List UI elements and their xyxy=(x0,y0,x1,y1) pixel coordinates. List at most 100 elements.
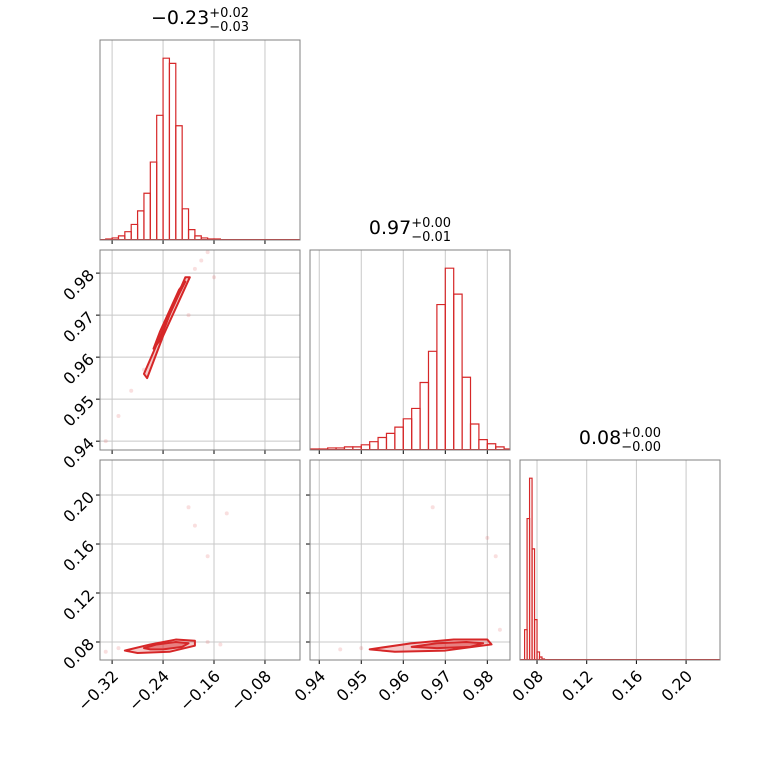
sample-point xyxy=(192,523,197,528)
sample-point xyxy=(192,266,197,271)
hist-bin xyxy=(156,114,164,240)
sample-point xyxy=(338,647,343,652)
panel xyxy=(100,40,300,240)
x-tick-label: 0.98 xyxy=(459,667,498,706)
hist-bin xyxy=(162,57,171,240)
title-plus: +0.00 xyxy=(621,426,661,441)
sample-point xyxy=(103,649,108,654)
x-tick-label: 0.20 xyxy=(657,667,696,706)
title-plus: +0.02 xyxy=(209,6,249,21)
panel xyxy=(310,250,510,450)
hist-bin xyxy=(536,651,541,660)
contour xyxy=(410,640,485,650)
panel-frame xyxy=(309,249,511,451)
contour xyxy=(142,276,191,380)
hist-bin xyxy=(444,267,455,450)
x-tick-label: 0.96 xyxy=(375,667,414,706)
sample-point xyxy=(205,250,210,255)
hist-bin xyxy=(136,210,145,240)
hist-bin xyxy=(168,62,177,240)
panel-frame xyxy=(99,249,301,451)
title-minus: −0.00 xyxy=(621,440,661,455)
y-tick-label: 0.12 xyxy=(59,586,98,625)
panel xyxy=(310,460,510,660)
hist-bin xyxy=(453,293,463,450)
hist-bin xyxy=(541,658,546,660)
sample-point xyxy=(485,535,490,540)
sample-point xyxy=(186,505,191,510)
sample-point xyxy=(430,505,435,510)
x-tick-label: 0.08 xyxy=(508,667,547,706)
title-value: 0.08 xyxy=(579,427,621,449)
panel-frame xyxy=(99,459,301,661)
x-tick-label: −0.08 xyxy=(227,667,275,715)
hist-bin xyxy=(149,161,158,240)
hist-bin xyxy=(394,426,404,450)
hist-bin xyxy=(469,423,480,450)
hist-bin xyxy=(411,407,421,450)
sample-point xyxy=(103,439,108,444)
y-tick-label: 0.94 xyxy=(59,434,98,473)
x-tick-label: −0.24 xyxy=(125,667,173,715)
hist-bin xyxy=(377,436,388,450)
hist-bin xyxy=(531,548,536,660)
y-tick-label: 0.96 xyxy=(59,350,98,389)
y-tick-label: 0.98 xyxy=(59,266,98,305)
hist-bin xyxy=(385,432,396,450)
hist-bin xyxy=(187,229,196,240)
hist-bin xyxy=(461,376,472,450)
panel xyxy=(100,250,300,450)
title-minus: −0.01 xyxy=(411,230,451,245)
sample-point xyxy=(224,511,229,516)
x-tick-label: 0.95 xyxy=(333,667,372,706)
hist-bin xyxy=(402,418,413,450)
y-tick-label: 0.95 xyxy=(59,392,98,431)
hist-bin xyxy=(213,238,221,240)
title-minus: −0.03 xyxy=(209,20,249,35)
hist-bin xyxy=(124,231,132,240)
sample-point xyxy=(186,313,191,318)
hist-bin xyxy=(181,208,190,240)
hist-bin xyxy=(436,303,446,450)
sample-point xyxy=(218,642,223,647)
x-tick-label: 0.94 xyxy=(291,667,330,706)
y-tick-label: 0.20 xyxy=(59,488,98,527)
sample-point xyxy=(497,627,502,632)
panel xyxy=(100,460,300,660)
panel-frame xyxy=(519,459,721,661)
sample-point xyxy=(205,554,210,559)
y-tick-label: 0.16 xyxy=(59,537,98,576)
hist-bin xyxy=(130,223,139,240)
hist-bin xyxy=(175,125,183,240)
hist-bin xyxy=(533,618,538,660)
sample-point xyxy=(212,275,217,280)
title-value: 0.97 xyxy=(369,217,411,239)
x-tick-label: 0.97 xyxy=(417,667,456,706)
sample-point xyxy=(199,258,204,263)
hist-bin xyxy=(503,448,510,450)
panel-frame xyxy=(99,39,301,241)
x-tick-label: −0.32 xyxy=(74,667,122,715)
sample-point xyxy=(359,646,364,651)
sample-point xyxy=(116,646,121,651)
x-tick-label: −0.16 xyxy=(176,667,224,715)
panel-frame xyxy=(309,459,511,661)
hist-bin xyxy=(369,441,379,450)
x-tick-label: 0.12 xyxy=(558,667,597,706)
contour xyxy=(142,640,190,651)
hist-bin xyxy=(143,192,151,240)
y-tick-label: 0.08 xyxy=(59,635,98,674)
title-value: −0.23 xyxy=(151,7,209,29)
sample-point xyxy=(116,413,121,418)
x-tick-label: 0.16 xyxy=(608,667,647,706)
hist-bin xyxy=(419,381,430,450)
sample-point xyxy=(493,554,498,559)
hist-bin xyxy=(478,439,488,450)
sample-point xyxy=(129,388,134,393)
y-tick-label: 0.97 xyxy=(59,308,98,347)
sample-point xyxy=(205,639,210,644)
title-plus: +0.00 xyxy=(411,216,451,231)
panel xyxy=(520,460,720,660)
contour xyxy=(152,280,187,350)
